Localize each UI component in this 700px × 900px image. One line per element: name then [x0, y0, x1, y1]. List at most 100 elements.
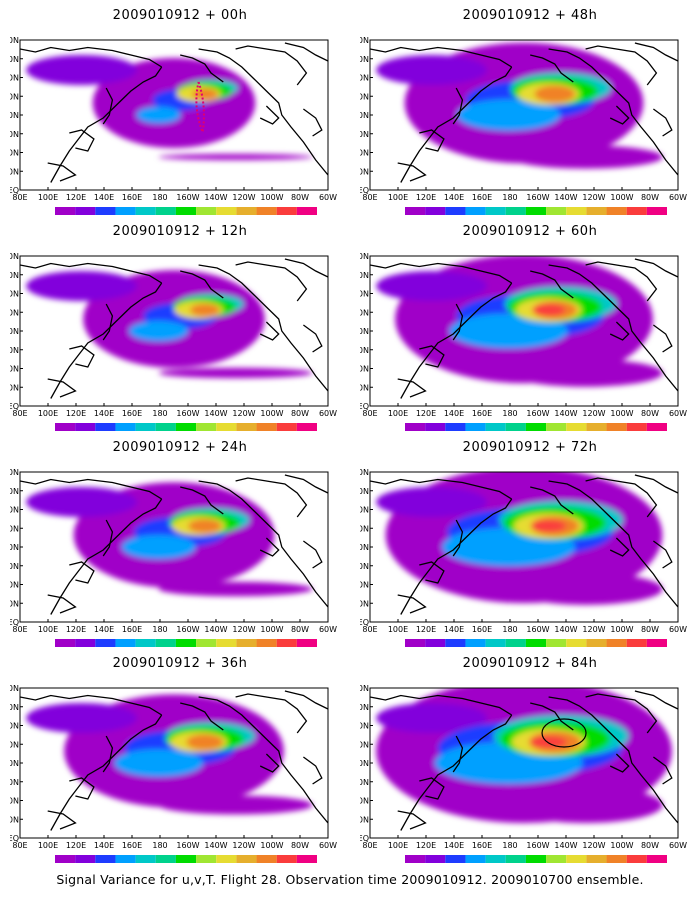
- coastline: [20, 262, 163, 284]
- colorbar-swatch: [405, 423, 426, 431]
- y-tick-label: 0N: [10, 684, 19, 693]
- coastline: [634, 474, 678, 494]
- coastline: [653, 756, 673, 785]
- x-tick-label: 100E: [388, 841, 408, 850]
- x-tick-label: 80E: [362, 193, 377, 202]
- colorbar-swatch: [236, 855, 257, 863]
- y-tick-label: 30N: [360, 778, 369, 787]
- y-tick-label: 50N: [360, 740, 369, 749]
- x-tick-label: 120E: [66, 409, 86, 418]
- colorbar-swatch: [276, 639, 297, 647]
- colorbar-swatch: [196, 639, 217, 647]
- coastline: [303, 756, 323, 785]
- coastline: [609, 105, 630, 125]
- coastline: [180, 54, 224, 83]
- variance-contour: [114, 749, 203, 777]
- y-tick-label: 20N: [10, 797, 19, 806]
- coastline: [397, 810, 427, 830]
- coastline: [50, 498, 163, 615]
- x-tick-label: 140E: [94, 841, 114, 850]
- x-tick-label: 60W: [319, 409, 337, 418]
- x-tick-label: 140W: [204, 409, 227, 418]
- x-tick-label: 60W: [319, 193, 337, 202]
- x-tick-label: 120W: [582, 193, 605, 202]
- colorbar-swatch: [445, 207, 466, 215]
- variance-contour: [376, 703, 488, 733]
- colorbar-swatch: [75, 639, 96, 647]
- colorbar-swatch: [155, 855, 176, 863]
- y-tick-label: 40N: [10, 759, 19, 768]
- x-tick-label: 80E: [12, 193, 27, 202]
- colorbar-swatch: [485, 639, 506, 647]
- y-tick-label: 50N: [360, 524, 369, 533]
- y-tick-label: 70N: [10, 271, 19, 280]
- coastline: [284, 258, 328, 278]
- x-tick-label: 140W: [204, 841, 227, 850]
- colorbar-swatch: [216, 639, 237, 647]
- coastline: [397, 162, 427, 182]
- coastline: [259, 753, 280, 773]
- y-tick-label: 60N: [10, 74, 19, 83]
- variance-contour: [508, 787, 663, 823]
- colorbar-swatch: [55, 207, 76, 215]
- coastline: [530, 486, 574, 515]
- x-tick-label: 80W: [291, 625, 309, 634]
- x-tick-label: 60W: [669, 625, 687, 634]
- colorbar-swatch: [236, 207, 257, 215]
- y-tick-label: 70N: [360, 271, 369, 280]
- map-panel: 2009010912 + 12h 0N 70N 60N 50N 40N 30N 20N 0N EQ…: [10, 216, 350, 431]
- y-tick-label: 60N: [360, 722, 369, 731]
- panel-title: 2009010912 + 84h: [462, 656, 598, 671]
- colorbar-swatch: [425, 207, 446, 215]
- y-tick-label: 50N: [10, 740, 19, 749]
- y-tick-label: EQ: [10, 402, 19, 411]
- variance-contour: [190, 303, 220, 317]
- x-tick-label: 120E: [66, 841, 86, 850]
- colorbar-swatch: [646, 639, 667, 647]
- x-tick-label: 180: [502, 193, 517, 202]
- x-tick-label: 80W: [291, 409, 309, 418]
- colorbar-swatch: [75, 207, 96, 215]
- coastline: [235, 477, 308, 518]
- variance-contour: [508, 145, 663, 169]
- variance-contour: [121, 535, 196, 559]
- x-tick-label: 160E: [472, 409, 492, 418]
- x-tick-label: 140W: [204, 193, 227, 202]
- map-panel: 2009010912 + 36h 0N 70N 60N 50N 40N 30N 20N 0N EQ…: [10, 648, 350, 863]
- x-tick-label: 180: [152, 193, 167, 202]
- x-tick-label: 140W: [554, 193, 577, 202]
- coastline: [609, 537, 630, 557]
- x-tick-label: 160W: [526, 625, 549, 634]
- coastline: [303, 540, 323, 569]
- colorbar-swatch: [135, 423, 156, 431]
- variance-contour: [186, 734, 224, 750]
- variance-contour: [376, 55, 488, 85]
- coastline: [284, 474, 328, 494]
- coastline: [180, 702, 224, 731]
- y-tick-label: 70N: [10, 703, 19, 712]
- colorbar-swatch: [216, 855, 237, 863]
- colorbar-swatch: [485, 207, 506, 215]
- figure-caption: Signal Variance for u,v,T. Flight 28. Ob…: [56, 872, 644, 887]
- colorbar-swatch: [566, 207, 587, 215]
- y-tick-label: 60N: [10, 506, 19, 515]
- colorbar-swatch: [95, 423, 116, 431]
- y-tick-label: 30N: [10, 778, 19, 787]
- x-tick-label: 120E: [66, 625, 86, 634]
- variance-contour: [136, 106, 181, 124]
- x-tick-label: 160E: [122, 625, 142, 634]
- colorbar-swatch: [115, 207, 136, 215]
- colorbar-swatch: [405, 855, 426, 863]
- y-tick-label: 0N: [10, 815, 19, 824]
- colorbar-swatch: [276, 423, 297, 431]
- colorbar-swatch: [505, 423, 526, 431]
- colorbar-swatch: [155, 423, 176, 431]
- x-tick-label: 100E: [388, 193, 408, 202]
- x-tick-label: 120E: [66, 193, 86, 202]
- x-tick-label: 100E: [388, 625, 408, 634]
- variance-contour: [26, 487, 138, 517]
- variance-contour: [188, 519, 222, 533]
- variance-contour: [531, 304, 566, 316]
